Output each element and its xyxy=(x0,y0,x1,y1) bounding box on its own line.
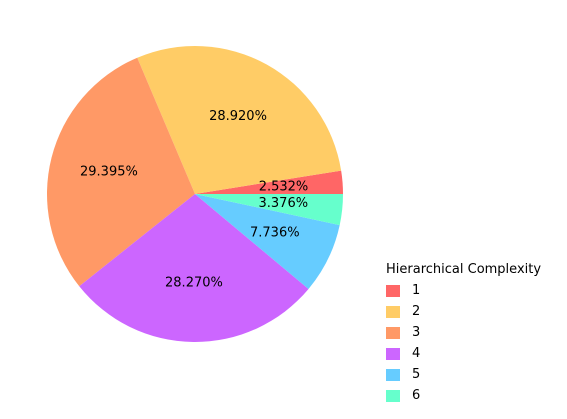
legend-item-1: 1 xyxy=(386,280,541,301)
pie-slice-3 xyxy=(47,57,196,287)
legend-items: 1 2 3 4 5 6 xyxy=(386,280,541,406)
legend-item-2: 2 xyxy=(386,301,541,322)
legend-swatch xyxy=(386,284,400,297)
pie-label-4: 28.270% xyxy=(165,275,223,290)
pie-value-labels: 2.532% 28.920% 29.395% 28.270% 7.736% 3.376% xyxy=(80,109,308,290)
pie-label-6: 3.376% xyxy=(259,196,309,211)
pie-slice-4 xyxy=(79,194,309,342)
pie-slice-2 xyxy=(137,46,342,195)
legend-title: Hierarchical Complexity xyxy=(386,262,542,277)
legend-label: 4 xyxy=(412,346,421,361)
legend-swatch xyxy=(386,305,400,318)
legend-label: 3 xyxy=(412,325,421,340)
pie-slice-6 xyxy=(195,194,343,226)
legend-item-3: 3 xyxy=(386,322,541,343)
legend-swatch xyxy=(386,368,400,381)
legend-swatch xyxy=(386,347,400,360)
pie-slice-1 xyxy=(195,170,343,194)
legend-label: 5 xyxy=(412,367,421,382)
legend-item-4: 4 xyxy=(386,343,541,364)
legend: Hierarchical Complexity 1 2 3 4 5 6 xyxy=(386,262,541,406)
legend-item-6: 6 xyxy=(386,385,541,406)
legend-label: 2 xyxy=(412,304,421,319)
pie-slice-5 xyxy=(195,194,340,289)
legend-label: 6 xyxy=(412,388,421,403)
pie-label-1: 2.532% xyxy=(259,179,309,194)
pie-label-2: 28.920% xyxy=(209,109,267,124)
legend-swatch xyxy=(386,389,400,402)
pie-label-3: 29.395% xyxy=(80,165,138,180)
pie-label-5: 7.736% xyxy=(250,225,300,240)
pie-slices xyxy=(47,46,343,342)
legend-swatch xyxy=(386,326,400,339)
legend-label: 1 xyxy=(412,283,421,298)
legend-item-5: 5 xyxy=(386,364,541,385)
